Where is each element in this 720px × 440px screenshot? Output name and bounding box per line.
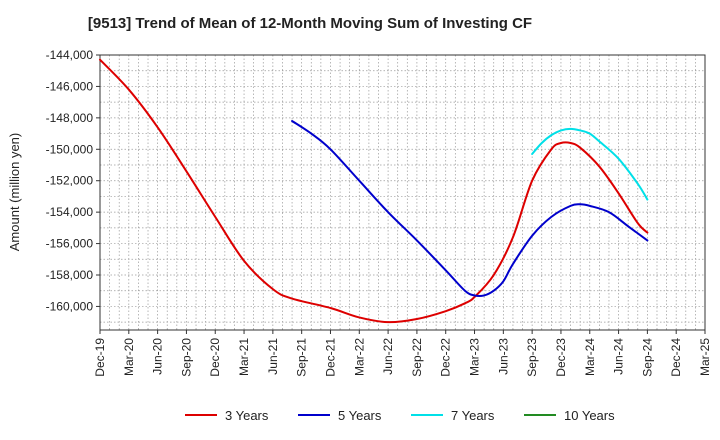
series-line-5-years: [291, 120, 649, 298]
chart-title: [9513] Trend of Mean of 12-Month Moving …: [88, 15, 532, 32]
x-tick-label: Sep-23: [525, 338, 539, 377]
series-line-7-years: [531, 127, 649, 201]
legend-label-3-years: 3 Years: [225, 408, 269, 423]
plot-frame: [99, 54, 706, 331]
x-tick-label: Jun-23: [496, 338, 510, 375]
x-tick-label: Jun-24: [612, 338, 626, 375]
y-tick-label: -154,000: [46, 205, 94, 219]
x-tick-label: Jun-20: [151, 338, 165, 375]
x-tick-label: Dec-20: [208, 338, 222, 377]
y-tick-label: -146,000: [46, 79, 94, 93]
legend: 3 Years 5 Years 7 Years 10 Years: [185, 408, 615, 423]
x-tick-label: Sep-22: [410, 338, 424, 377]
legend-label-5-years: 5 Years: [338, 408, 382, 423]
y-tick-label: -148,000: [46, 111, 94, 125]
x-tick-label: Mar-23: [468, 338, 482, 376]
x-tick-label: Dec-24: [669, 338, 683, 377]
x-axis: Dec-19 Mar-20 Jun-20 Sep-20 Dec-20 Mar-21 Jun-…: [93, 330, 712, 377]
x-tick-label: Sep-24: [640, 338, 654, 377]
y-axis-label: Amount (million yen): [7, 133, 22, 252]
x-tick-label: Mar-25: [698, 338, 712, 376]
y-tick-label: -160,000: [46, 299, 94, 313]
x-tick-label: Dec-19: [93, 338, 107, 377]
x-tick-label: Mar-24: [583, 338, 597, 376]
legend-label-7-years: 7 Years: [451, 408, 495, 423]
x-tick-label: Dec-22: [439, 338, 453, 377]
series-line-3-years: [99, 58, 649, 324]
y-tick-label: -156,000: [46, 237, 94, 251]
legend-label-10-years: 10 Years: [564, 408, 615, 423]
x-tick-label: Sep-21: [295, 338, 309, 377]
x-tick-label: Jun-22: [381, 338, 395, 375]
x-tick-label: Dec-21: [323, 338, 337, 377]
x-tick-label: Mar-20: [122, 338, 136, 376]
grid: [100, 55, 705, 330]
x-tick-label: Dec-23: [554, 338, 568, 377]
y-axis: -144,000 -146,000 -148,000 -150,000 -152,000…: [46, 48, 100, 313]
y-tick-label: -144,000: [46, 48, 94, 62]
x-tick-label: Mar-22: [352, 338, 366, 376]
y-tick-label: -152,000: [46, 174, 94, 188]
x-tick-label: Jun-21: [266, 338, 280, 375]
x-tick-label: Sep-20: [179, 338, 193, 377]
series-lines: [99, 58, 649, 324]
x-tick-label: Mar-21: [237, 338, 251, 376]
y-tick-label: -150,000: [46, 142, 94, 156]
y-tick-label: -158,000: [46, 268, 94, 282]
